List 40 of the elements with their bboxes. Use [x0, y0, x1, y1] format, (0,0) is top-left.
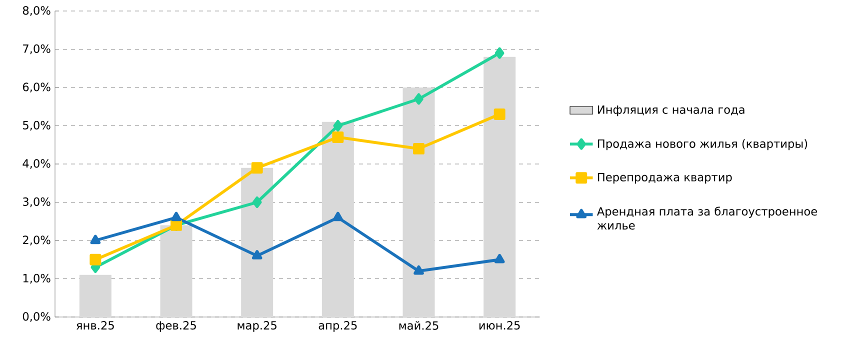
point — [494, 108, 506, 120]
x-tick-label: янв.25 — [76, 321, 114, 330]
bar — [322, 122, 354, 317]
y-tick-label: 2,0% — [23, 236, 50, 246]
point — [252, 250, 262, 260]
bar — [160, 225, 192, 317]
y-tick-label: 1,0% — [23, 274, 50, 284]
legend-label: Инфляция с начала года — [598, 105, 744, 116]
point — [90, 234, 101, 244]
legend-label: Перепродажа квартир — [598, 173, 732, 184]
point — [251, 162, 263, 174]
x-tick-label: июн.25 — [479, 321, 520, 330]
point — [252, 196, 262, 208]
y-tick-label: 5,0% — [23, 120, 50, 131]
point — [494, 47, 504, 59]
x-tick-label: апр.25 — [318, 321, 357, 332]
bar — [484, 56, 516, 317]
x-tick-label: фев.25 — [156, 321, 196, 332]
x-tick-label: май.25 — [399, 321, 438, 330]
y-tick-label: 6,0% — [22, 82, 50, 92]
y-tick-label: 8,0% — [22, 6, 50, 16]
point — [332, 131, 344, 143]
y-tick-label: 3,0% — [23, 197, 50, 208]
x-tick-label: мар.25 — [238, 321, 276, 332]
point — [332, 212, 344, 222]
point — [90, 254, 102, 266]
point — [413, 142, 424, 154]
point — [414, 93, 424, 105]
legend-label: Арендная плата за благоустроенное жилье — [596, 206, 818, 230]
bar — [402, 88, 435, 317]
point — [171, 212, 182, 222]
point — [333, 120, 343, 132]
y-tick-label: 7,0% — [23, 44, 50, 54]
point — [414, 265, 424, 275]
bar — [241, 168, 274, 317]
bar — [79, 274, 112, 317]
legend-label: Продажа нового жилья (квартиры) — [598, 139, 808, 150]
point — [494, 254, 505, 264]
y-tick-label: 0,0% — [22, 312, 50, 322]
y-tick-label: 4,0% — [22, 159, 50, 169]
